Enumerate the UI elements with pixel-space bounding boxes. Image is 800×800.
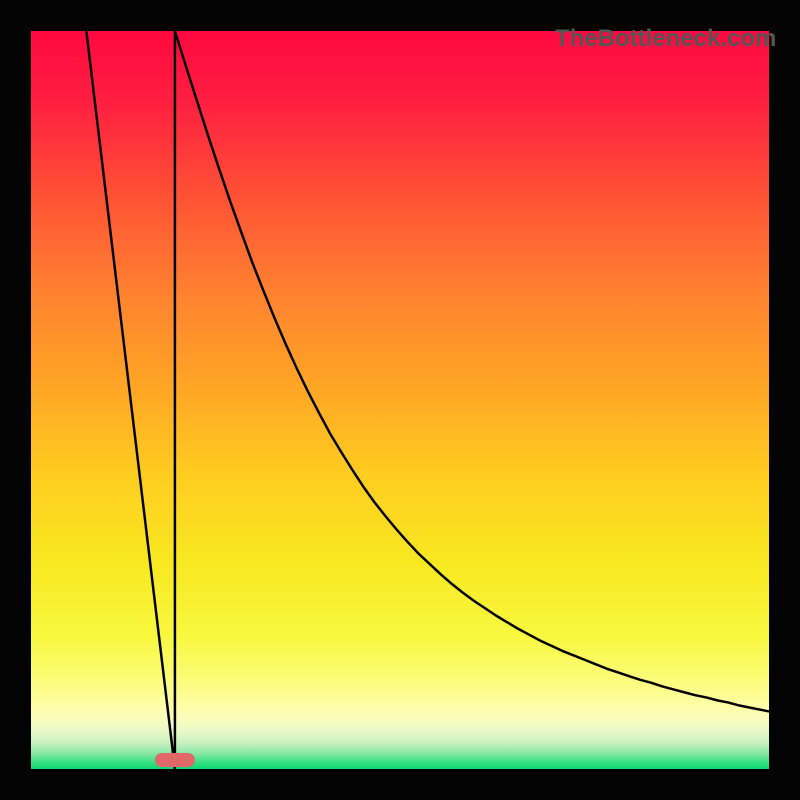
optimum-marker — [155, 753, 195, 767]
plot-background — [31, 31, 769, 769]
bottleneck-chart — [0, 0, 800, 800]
chart-container: TheBottleneck.com — [0, 0, 800, 800]
watermark-text: TheBottleneck.com — [555, 25, 776, 53]
